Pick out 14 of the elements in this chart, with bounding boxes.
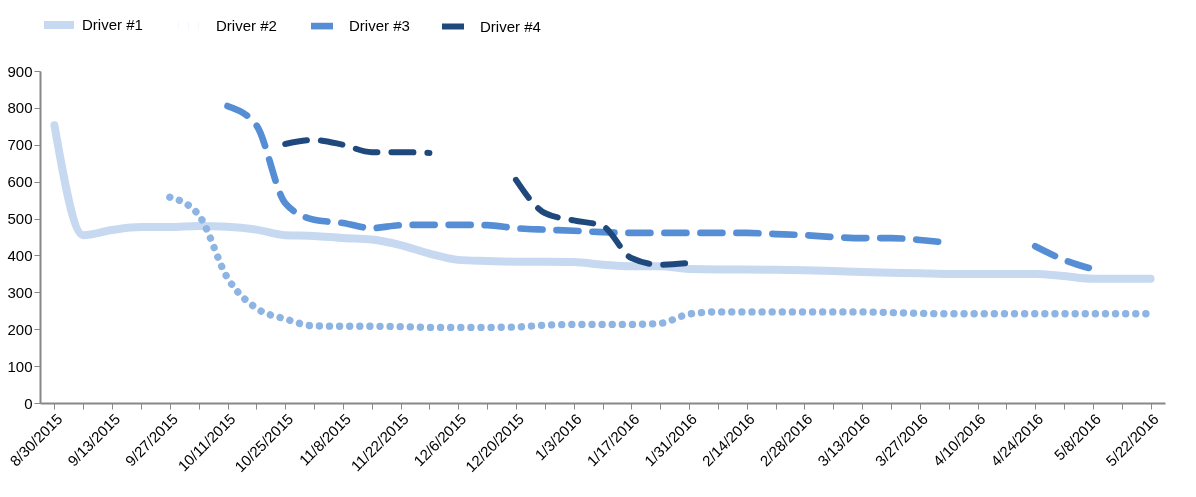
legend-label: Driver #2 [216, 16, 277, 34]
y-tick-label: 200 [7, 320, 33, 338]
y-tick-label: 300 [7, 283, 33, 301]
legend-label: Driver #4 [480, 17, 541, 35]
y-tick-label: 100 [7, 357, 33, 375]
y-tick-label: 0 [24, 394, 33, 412]
y-tick-label: 800 [7, 99, 33, 117]
y-tick-label: 700 [7, 136, 33, 154]
y-tick-label: 600 [7, 173, 33, 191]
y-tick-label: 500 [7, 210, 33, 228]
legend-label: Driver #1 [82, 16, 143, 33]
y-tick-label: 400 [7, 246, 33, 264]
legend-label: Driver #3 [349, 17, 410, 35]
y-tick-label: 900 [7, 62, 33, 80]
